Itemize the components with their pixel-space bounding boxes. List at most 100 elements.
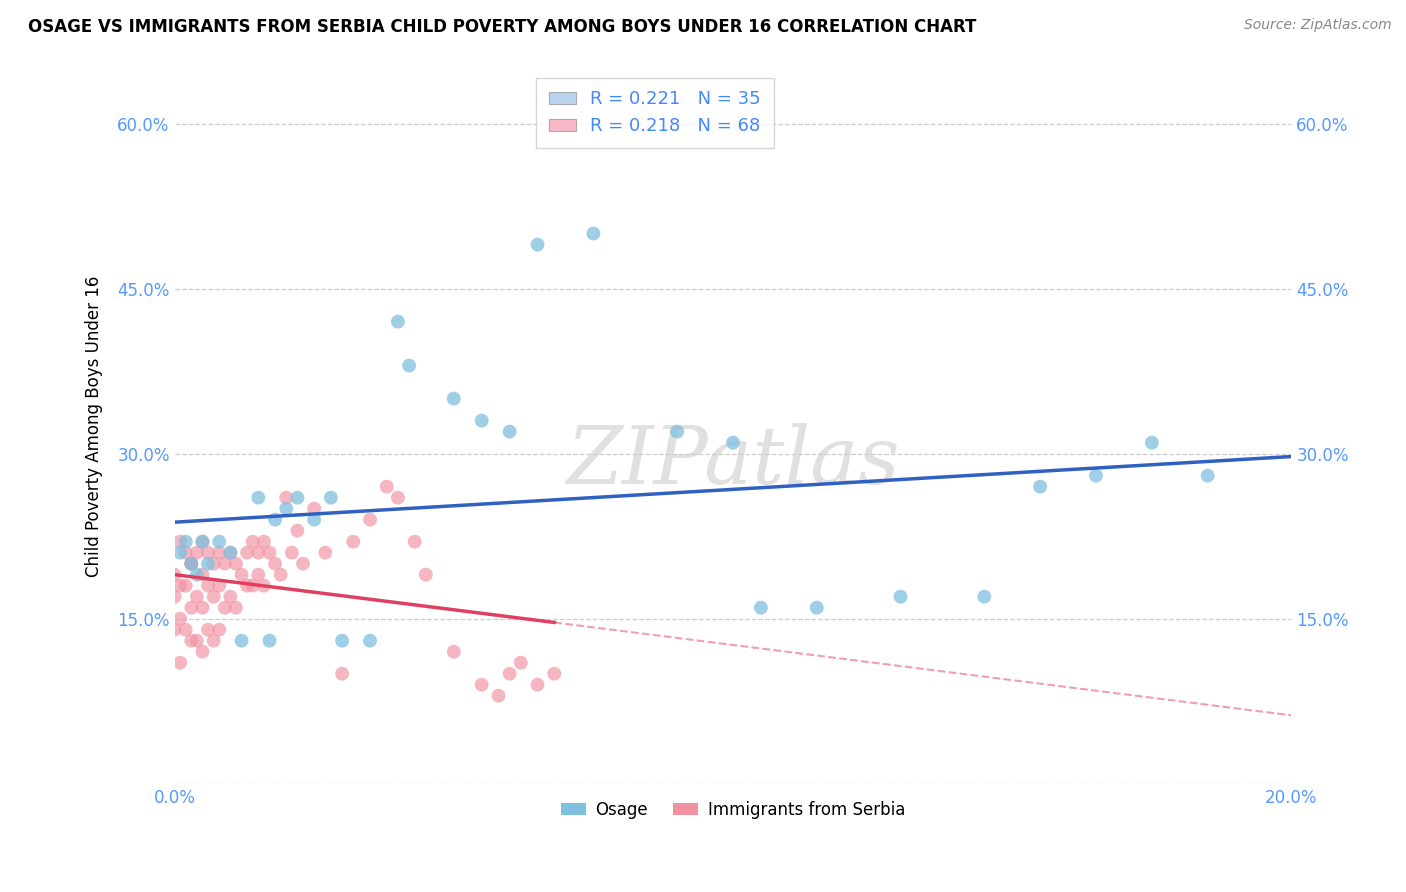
Point (191, 534, 214, 549)
Point (471, 414, 494, 428)
Point (174, 579, 197, 593)
Point (292, 557, 315, 571)
Point (197, 557, 219, 571)
Point (208, 579, 231, 593)
Point (169, 534, 191, 549)
Point (191, 645, 214, 659)
Point (191, 600, 214, 615)
Point (202, 590, 225, 604)
Point (666, 425, 689, 439)
Point (174, 534, 197, 549)
Point (191, 567, 214, 582)
Point (314, 546, 336, 560)
Point (242, 534, 264, 549)
Point (1197, 468, 1219, 483)
Point (526, 678, 548, 692)
Point (225, 557, 247, 571)
Point (287, 491, 309, 505)
Point (247, 567, 270, 582)
Point (359, 513, 381, 527)
Point (387, 491, 409, 505)
Point (197, 623, 219, 637)
Point (264, 513, 287, 527)
Point (498, 666, 520, 681)
Point (174, 546, 197, 560)
Point (415, 567, 437, 582)
Point (214, 600, 236, 615)
Point (236, 579, 259, 593)
Point (180, 633, 202, 648)
Point (259, 546, 281, 560)
Point (208, 546, 231, 560)
Point (186, 633, 208, 648)
Point (180, 557, 202, 571)
Point (276, 501, 298, 516)
Point (889, 590, 911, 604)
Point (526, 237, 548, 252)
Point (247, 546, 270, 560)
Point (214, 557, 236, 571)
Point (231, 567, 253, 582)
Point (1085, 468, 1108, 483)
Point (319, 491, 342, 505)
Point (330, 633, 353, 648)
Point (219, 546, 242, 560)
Point (1140, 435, 1163, 450)
Point (208, 534, 231, 549)
Point (498, 425, 520, 439)
Text: Source: ZipAtlas.com: Source: ZipAtlas.com (1244, 18, 1392, 32)
Point (163, 623, 186, 637)
Point (163, 590, 186, 604)
Point (359, 633, 381, 648)
Point (1029, 480, 1052, 494)
Point (219, 590, 242, 604)
Point (169, 579, 191, 593)
Point (287, 524, 309, 538)
Point (163, 567, 186, 582)
Legend: Osage, Immigrants from Serbia: Osage, Immigrants from Serbia (554, 794, 912, 825)
Point (186, 546, 208, 560)
Point (202, 557, 225, 571)
Point (806, 600, 828, 615)
Text: OSAGE VS IMMIGRANTS FROM SERBIA CHILD POVERTY AMONG BOYS UNDER 16 CORRELATION CH: OSAGE VS IMMIGRANTS FROM SERBIA CHILD PO… (28, 18, 977, 36)
Point (247, 491, 270, 505)
Point (197, 546, 219, 560)
Point (375, 480, 398, 494)
Point (169, 656, 191, 670)
Point (186, 567, 208, 582)
Point (259, 633, 281, 648)
Point (471, 678, 494, 692)
Point (270, 567, 292, 582)
Point (398, 359, 420, 373)
Point (219, 546, 242, 560)
Point (180, 557, 202, 571)
Y-axis label: Child Poverty Among Boys Under 16: Child Poverty Among Boys Under 16 (86, 276, 103, 577)
Point (543, 666, 565, 681)
Point (488, 689, 510, 703)
Point (242, 579, 264, 593)
Point (973, 590, 995, 604)
Point (302, 513, 325, 527)
Point (169, 546, 191, 560)
Point (509, 656, 531, 670)
Point (208, 623, 231, 637)
Point (231, 633, 253, 648)
Point (276, 491, 298, 505)
Point (197, 579, 219, 593)
Point (253, 579, 276, 593)
Point (387, 315, 409, 329)
Point (191, 534, 214, 549)
Point (186, 590, 208, 604)
Point (342, 534, 364, 549)
Point (253, 534, 276, 549)
Point (174, 623, 197, 637)
Point (302, 501, 325, 516)
Point (404, 534, 426, 549)
Point (225, 600, 247, 615)
Point (180, 600, 202, 615)
Point (264, 557, 287, 571)
Point (169, 612, 191, 626)
Point (443, 392, 465, 406)
Point (330, 666, 353, 681)
Point (582, 227, 605, 241)
